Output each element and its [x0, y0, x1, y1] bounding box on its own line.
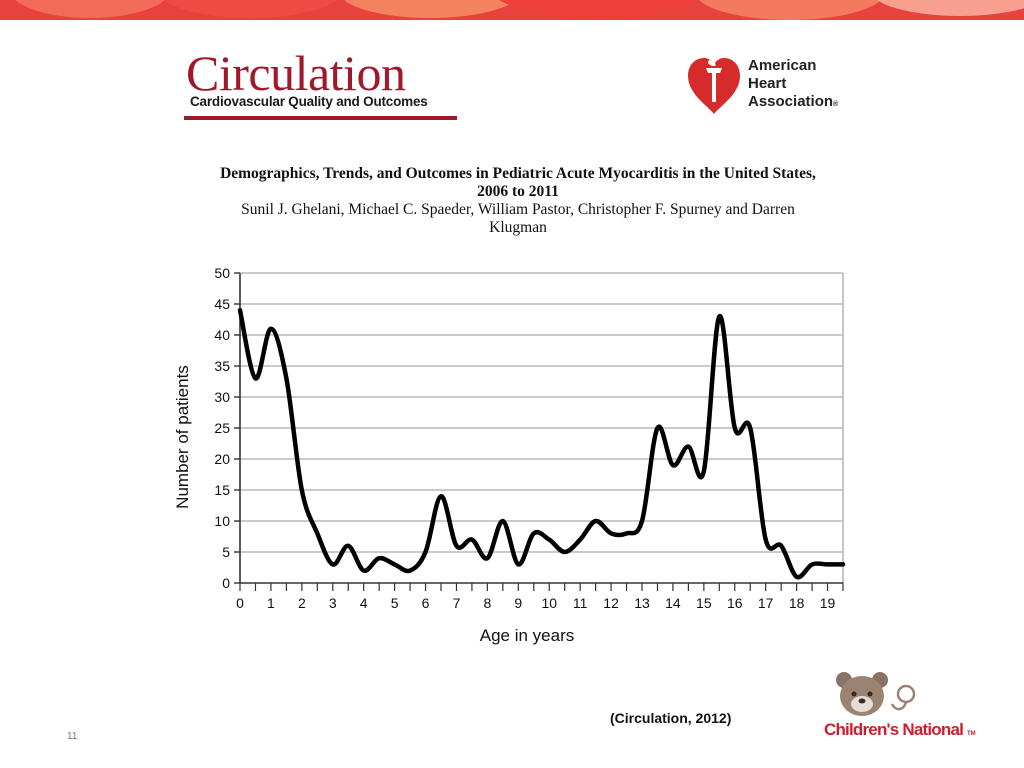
y-tick-label: 15: [214, 482, 230, 498]
journal-title: Circulation: [186, 45, 406, 101]
paper-title-line-2: 2006 to 2011: [477, 183, 559, 200]
y-tick-label: 50: [214, 265, 230, 281]
cn-trademark: TM: [966, 731, 976, 737]
axis-layer: [234, 272, 844, 591]
x-tick-label: 14: [665, 595, 681, 611]
aha-registered-mark: ®: [833, 101, 839, 108]
x-tick-label: 7: [453, 595, 461, 611]
citation-text: (Circulation, 2012): [610, 710, 732, 726]
x-tick-label: 10: [541, 595, 557, 611]
series-layer: [237, 307, 846, 580]
y-tick-label: 20: [214, 451, 230, 467]
y-axis-label: Number of patients: [173, 365, 192, 509]
y-tick-label: 10: [214, 513, 230, 529]
x-tick-label: 0: [236, 595, 244, 611]
journal-underline: [184, 116, 457, 120]
x-tick-label: 15: [696, 595, 712, 611]
aha-wordmark: American Heart Association®: [748, 57, 838, 114]
x-tick-label: 11: [573, 595, 588, 611]
top-banner: [0, 0, 1024, 20]
x-tick-label: 16: [727, 595, 743, 611]
paper-header: Demographics, Trends, and Outcomes in Pe…: [176, 165, 860, 237]
grid-layer: [240, 272, 844, 583]
aha-line-2: Heart: [748, 75, 787, 92]
x-tick-label: 4: [360, 595, 368, 611]
y-tick-label: 25: [214, 420, 230, 436]
childrens-national-wordmark: Children's National TM: [824, 720, 976, 740]
aha-logo: American Heart Association®: [686, 54, 866, 118]
x-tick-label: 12: [603, 595, 619, 611]
slide-number: 11: [67, 731, 78, 742]
cn-name: Children's National: [824, 720, 964, 739]
x-tick-label: 2: [298, 595, 306, 611]
childrens-national-logo: Children's National TM: [822, 670, 1002, 744]
x-tick-label: 3: [329, 595, 337, 611]
y-tick-label: 35: [214, 358, 230, 374]
x-tick-label: 13: [634, 595, 650, 611]
x-tick-label: 1: [267, 595, 275, 611]
paper-authors-line-1: Sunil J. Ghelani, Michael C. Spaeder, Wi…: [241, 201, 795, 218]
x-tick-label: 5: [391, 595, 399, 611]
y-tick-label: 45: [214, 296, 230, 312]
journal-subtitle: Cardiovascular Quality and Outcomes: [190, 94, 428, 109]
paper-authors-line-2: Klugman: [489, 219, 547, 236]
y-tick-label: 5: [222, 544, 230, 560]
x-tick-label: 6: [422, 595, 430, 611]
heart-torch-icon: [688, 57, 740, 114]
aha-line-3: Association: [748, 93, 834, 110]
aha-line-1: American: [748, 57, 817, 74]
x-axis-label: Age in years: [480, 626, 575, 645]
y-tick-label: 0: [222, 575, 230, 591]
y-tick-label: 30: [214, 389, 230, 405]
series-line-0: [237, 307, 846, 580]
x-tick-label: 17: [758, 595, 774, 611]
banner-graphic: [0, 0, 1024, 20]
x-tick-label: 8: [483, 595, 491, 611]
y-tick-label: 40: [214, 327, 230, 343]
x-tick-label: 19: [820, 595, 836, 611]
x-tick-label: 9: [514, 595, 522, 611]
paper-title-line-1: Demographics, Trends, and Outcomes in Pe…: [220, 165, 816, 182]
teddy-bear-icon: [836, 672, 916, 716]
circulation-logo: Circulation Cardiovascular Quality and O…: [184, 44, 459, 124]
x-tick-label: 18: [789, 595, 805, 611]
